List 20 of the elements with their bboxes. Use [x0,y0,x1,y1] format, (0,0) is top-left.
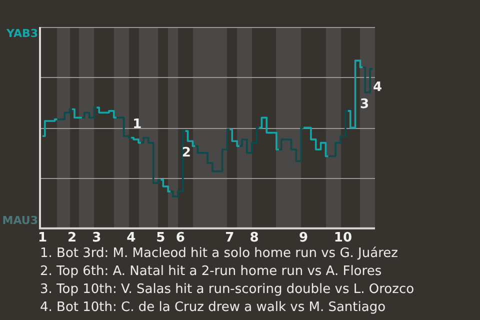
annotation: 1 [132,117,142,132]
text: YAB3 [6,27,38,40]
x-tick-label: 8 [250,230,259,246]
x-tick-label: 9 [299,230,308,246]
x-tick-label: 6 [176,230,185,246]
x-tick-label: 2 [68,230,77,246]
text: 1. Bot 3rd: M. Macleod hit a solo home run vs G. Juárez [40,245,399,263]
x-tick-label: 7 [225,230,234,246]
text: 2. Top 6th: A. Natal hit a 2-run home run vs A. Flores [40,263,383,281]
x-tick-label: 5 [156,230,166,246]
annotation: 2 [182,146,191,161]
x-tick-label: 10 [334,230,352,246]
text: 3. Top 10th: V. Salas hit a run-scoring double vs L. Orozco [40,281,414,299]
annotation: 3 [360,97,370,112]
annotation: 4 [373,80,382,95]
x-tick-label: 1 [38,230,47,246]
text: MAU3 [2,214,38,228]
x-tick-label: 4 [126,230,136,246]
x-tick-label: 3 [92,230,102,246]
text: 4. Bot 10th: C. de la Cruz drew a walk vs M. Santiago [40,299,387,317]
